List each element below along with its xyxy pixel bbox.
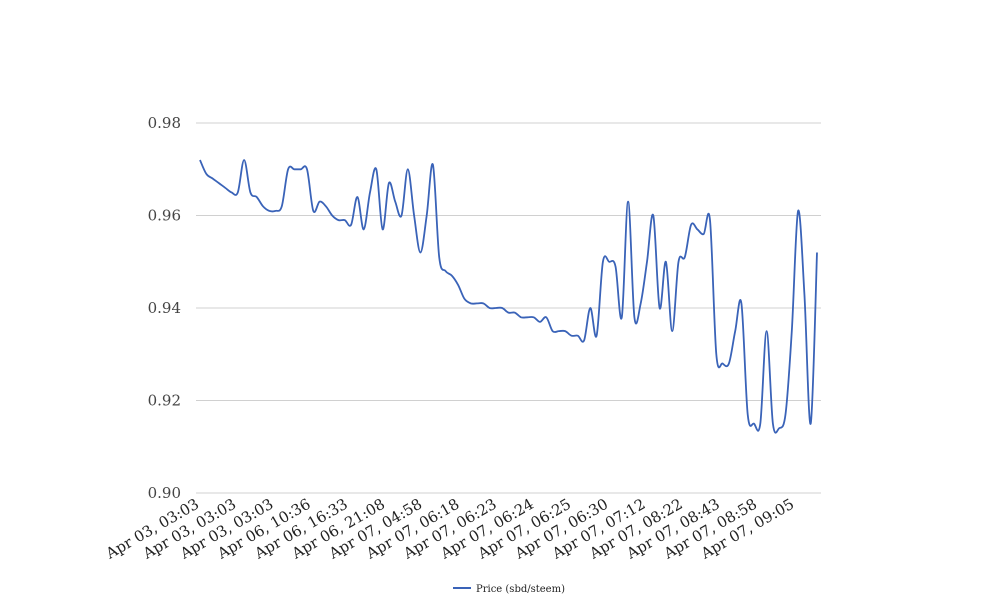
y-axis-ticks: 0.90 0.92 0.94 0.96 0.98 [148,114,181,502]
y-tick-label: 0.92 [148,392,181,410]
legend: Price (sbd/steem) [453,584,565,595]
series-layer [199,159,818,434]
y-tick-label: 0.98 [148,114,181,132]
legend-label: Price (sbd/steem) [476,584,565,595]
y-tick-label: 0.90 [148,484,181,502]
y-tick-label: 0.94 [148,299,181,317]
y-tick-label: 0.96 [148,207,181,225]
series-line [199,159,818,434]
gridlines [196,122,821,494]
